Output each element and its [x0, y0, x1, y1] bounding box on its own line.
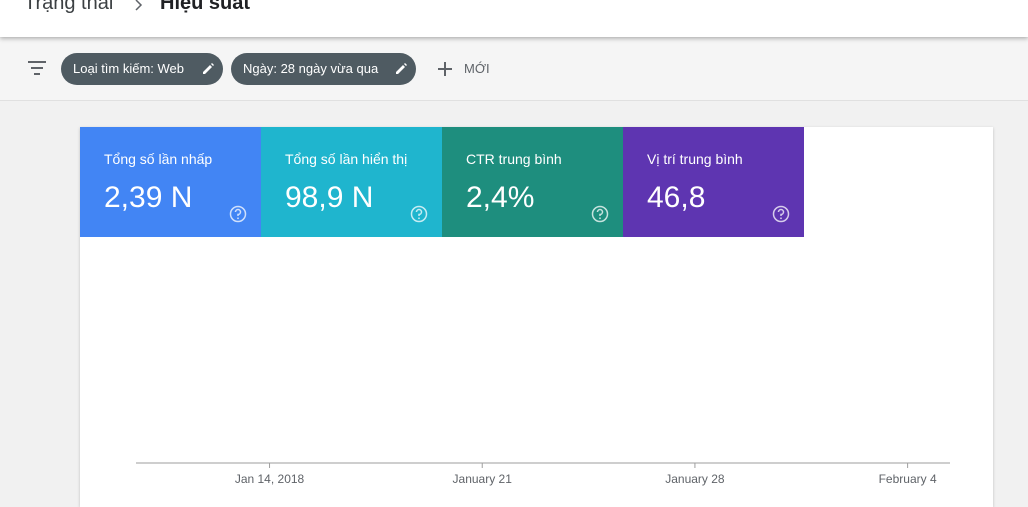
new-filter-button[interactable]: MỚI: [434, 53, 490, 85]
metric-tile[interactable]: Tổng số lần nhấp 2,39 N: [80, 127, 261, 237]
x-tick-label: February 4: [879, 472, 937, 486]
filter-bar: Loại tìm kiếm: Web Ngày: 28 ngày vừa qua…: [0, 38, 1028, 101]
top-bar: Trạng thái Hiệu suất: [0, 0, 1028, 37]
x-tick-label: January 21: [453, 472, 513, 486]
metric-tile[interactable]: CTR trung bình 2,4%: [442, 127, 623, 237]
metric-label: Tổng số lần hiển thị: [285, 151, 408, 167]
help-icon[interactable]: [410, 205, 428, 223]
performance-card: Tổng số lần nhấp 2,39 N Tổng số lần hiển…: [80, 127, 993, 507]
metric-label: CTR trung bình: [466, 151, 562, 167]
new-label: MỚI: [464, 61, 490, 76]
help-icon[interactable]: [772, 205, 790, 223]
chip-label: Loại tìm kiếm: Web: [73, 61, 185, 76]
chevron: [135, 0, 143, 11]
metric-value: 2,4%: [466, 181, 535, 214]
edit-icon: [396, 63, 407, 74]
metric-tile[interactable]: Vị trí trung bình 46,8: [623, 127, 804, 237]
metric-value: 2,39 N: [104, 181, 193, 214]
metric-label: Tổng số lần nhấp: [104, 151, 213, 167]
metric-label: Vị trí trung bình: [647, 151, 743, 167]
breadcrumb-current: Hiệu suất: [160, 0, 251, 14]
chart: Jan 14, 2018 January 21 January 28 February…: [136, 462, 950, 486]
metric-value: 46,8: [647, 181, 706, 214]
metric-tile[interactable]: Tổng số lần hiển thị 98,9 N: [261, 127, 442, 237]
x-tick-label: January 28: [665, 472, 725, 486]
breadcrumb[interactable]: Trạng thái: [24, 0, 114, 14]
filter-icon[interactable]: [27, 60, 47, 76]
filter-chip[interactable]: Ngày: 28 ngày vừa qua: [231, 53, 416, 85]
x-tick-label: Jan 14, 2018: [235, 472, 305, 486]
edit-icon: [203, 63, 214, 74]
filter-chip[interactable]: Loại tìm kiếm: Web: [61, 53, 223, 85]
metric-value: 98,9 N: [285, 181, 374, 214]
plus-icon: [438, 62, 452, 76]
help-icon[interactable]: [229, 205, 247, 223]
help-icon[interactable]: [591, 205, 609, 223]
chip-label: Ngày: 28 ngày vừa qua: [243, 61, 379, 76]
